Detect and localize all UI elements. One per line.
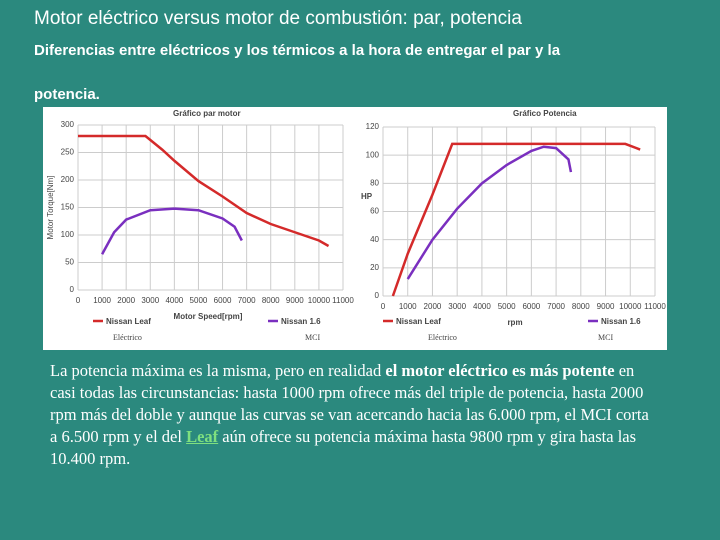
y-tick-label: 40: [370, 235, 379, 244]
x-tick-label: 10000: [308, 296, 331, 305]
x-tick-label: 9000: [597, 302, 615, 311]
x-tick-label: 1000: [93, 296, 111, 305]
y-tick-label: 120: [366, 122, 380, 131]
y-tick-label: 100: [61, 230, 75, 239]
y-tick-label: 0: [375, 291, 380, 300]
y-axis-label: Motor Torque[Nm]: [46, 176, 55, 240]
y-tick-label: 80: [370, 178, 379, 187]
subtitle: Diferencias entre eléctricos y los térmi…: [34, 42, 561, 59]
x-tick-label: 9000: [286, 296, 304, 305]
x-tick-label: 0: [76, 296, 81, 305]
text: La potencia máxima es la misma, pero en …: [50, 361, 386, 380]
x-tick-label: 0: [381, 302, 386, 311]
x-tick-label: 11000: [644, 302, 666, 311]
x-axis-label: rpm: [507, 318, 522, 327]
annotation: MCI: [598, 333, 613, 342]
slide-title: Motor eléctrico versus motor de combusti…: [34, 8, 522, 29]
x-tick-label: 2000: [424, 302, 442, 311]
x-tick-label: 4000: [165, 296, 183, 305]
x-tick-label: 3000: [448, 302, 466, 311]
x-tick-label: 7000: [238, 296, 256, 305]
paragraph: La potencia máxima es la misma, pero en …: [50, 360, 660, 470]
link[interactable]: Leaf: [186, 427, 219, 446]
y-tick-label: 300: [61, 120, 75, 129]
y-tick-label: 250: [61, 148, 75, 157]
annotation: Eléctrico: [428, 333, 457, 342]
y-tick-label: 20: [370, 263, 379, 272]
x-axis-label: Motor Speed[rpm]: [174, 312, 243, 321]
x-tick-label: 7000: [547, 302, 565, 311]
x-tick-label: 8000: [262, 296, 280, 305]
line: [78, 134, 330, 248]
x-tick-label: 2000: [117, 296, 135, 305]
chart-title: Gráfico par motor: [173, 109, 241, 118]
y-axis-label: HP: [361, 192, 373, 201]
y-tick-label: 150: [61, 203, 75, 212]
legend-label: Nissan 1.6: [281, 317, 321, 326]
x-tick-label: 8000: [572, 302, 590, 311]
x-tick-label: 10000: [619, 302, 642, 311]
annotation: Eléctrico: [113, 333, 142, 342]
x-tick-label: 5000: [498, 302, 516, 311]
y-tick-label: 60: [370, 207, 379, 216]
legend-label: Nissan Leaf: [106, 317, 151, 326]
x-tick-label: 6000: [214, 296, 232, 305]
text: aún ofrece su potencia máxima hasta 9800…: [50, 427, 637, 468]
x-tick-label: 5000: [190, 296, 208, 305]
legend-label: Nissan 1.6: [601, 317, 641, 326]
line: [391, 142, 641, 297]
line: [100, 207, 243, 255]
text-bold: el motor eléctrico es más potente: [385, 361, 615, 380]
text: en casi todas las circunstancias: hasta …: [50, 361, 649, 446]
y-tick-label: 100: [366, 150, 380, 159]
legend-label: Nissan Leaf: [396, 317, 441, 326]
subtitle-end: potencia.: [34, 86, 100, 103]
annotation: MCI: [305, 333, 320, 342]
x-tick-label: 4000: [473, 302, 491, 311]
x-tick-label: 6000: [522, 302, 540, 311]
y-tick-label: 200: [61, 175, 75, 184]
chart-background: [43, 107, 667, 350]
x-tick-label: 11000: [332, 296, 354, 305]
x-tick-label: 1000: [399, 302, 417, 311]
line: [406, 145, 573, 280]
chart-title: Gráfico Potencia: [513, 109, 577, 118]
y-tick-label: 0: [70, 285, 75, 294]
x-tick-label: 3000: [141, 296, 159, 305]
y-tick-label: 50: [65, 258, 74, 267]
